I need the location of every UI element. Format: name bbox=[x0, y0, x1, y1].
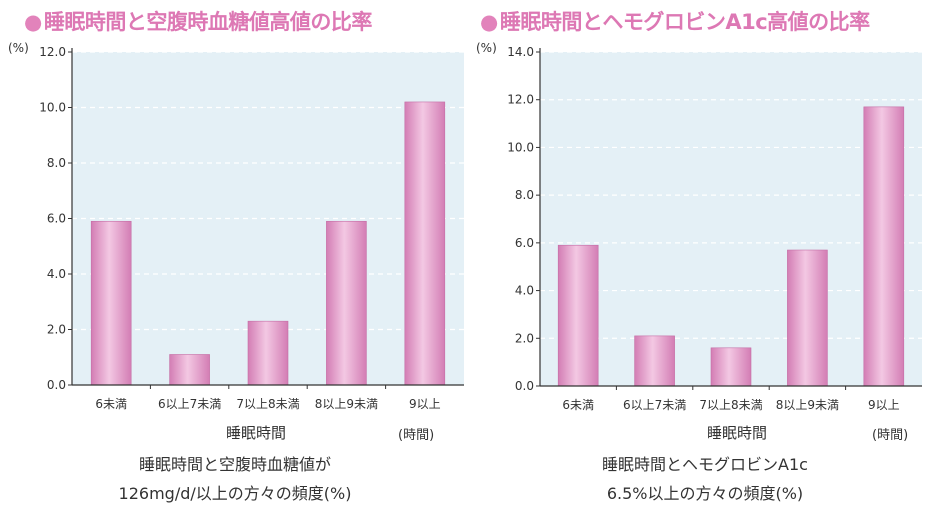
chart-title-text: 睡眠時間とヘモグロビンA1c高値の比率 bbox=[499, 10, 870, 34]
bullet-icon: ● bbox=[24, 10, 42, 34]
y-tick-label: 8.0 bbox=[515, 188, 534, 202]
y-tick-label: 8.0 bbox=[47, 156, 66, 170]
y-axis-unit: (%) bbox=[8, 41, 29, 55]
bar bbox=[634, 335, 675, 387]
y-tick-label: 4.0 bbox=[47, 267, 66, 281]
chart-title: ●睡眠時間とヘモグロビンA1c高値の比率 bbox=[480, 6, 870, 36]
y-axis-unit: (%) bbox=[476, 41, 497, 55]
x-axis-unit: (時間) bbox=[398, 428, 435, 443]
y-tick-label: 2.0 bbox=[515, 331, 534, 345]
x-axis-unit: (時間) bbox=[872, 428, 909, 443]
chart-panel-sleep-glucose: ●睡眠時間と空腹時血糖値高値の比率 (%) 0.0 2.0 4.0 6.0 8.0 10.… bbox=[0, 6, 470, 508]
y-tick-label: 10.0 bbox=[39, 101, 66, 115]
y-tick-label: 0.0 bbox=[515, 379, 534, 393]
caption-line-2: 126mg/d/以上の方々の頻度(%) bbox=[118, 484, 352, 503]
caption-line-2: 6.5%以上の方々の頻度(%) bbox=[606, 484, 804, 503]
y-tick-label: 6.0 bbox=[47, 212, 66, 226]
bar bbox=[247, 320, 289, 386]
x-axis-title: 睡眠時間 bbox=[707, 424, 768, 442]
x-tick-label: 6未満 bbox=[562, 398, 594, 412]
bar-chart-sleep-hba1c: 0.0 2.0 4.0 6.0 8.0 10.0 12.0 14.0 6未満 6以上7未満 7以上8… bbox=[507, 45, 922, 412]
chart-title-text: 睡眠時間と空腹時血糖値高値の比率 bbox=[43, 10, 373, 34]
bar bbox=[557, 244, 599, 387]
bar bbox=[169, 354, 210, 386]
y-tick-label: 4.0 bbox=[515, 284, 534, 298]
y-tick-label: 12.0 bbox=[39, 45, 66, 59]
caption-line-1: 睡眠時間とヘモグロビンA1c bbox=[602, 455, 808, 474]
chart-title: ●睡眠時間と空腹時血糖値高値の比率 bbox=[24, 6, 372, 36]
bar bbox=[326, 220, 367, 386]
bar bbox=[787, 249, 828, 387]
y-tick-label: 6.0 bbox=[515, 236, 534, 250]
y-tick-label: 10.0 bbox=[507, 140, 534, 154]
x-tick-label: 6以上7未満 bbox=[158, 397, 221, 411]
x-tick-label: 6以上7未満 bbox=[623, 398, 686, 412]
bar bbox=[863, 106, 905, 387]
x-tick-label: 6未満 bbox=[95, 397, 127, 411]
bullet-icon: ● bbox=[480, 10, 498, 34]
caption-line-1: 睡眠時間と空腹時血糖値が bbox=[138, 455, 331, 474]
chart-panel-sleep-hba1c: ●睡眠時間とヘモグロビンA1c高値の比率 (%) 0.0 2.0 4.0 6.0 8.0… bbox=[470, 0, 940, 509]
x-axis-title: 睡眠時間 bbox=[226, 424, 287, 442]
x-tick-label: 9以上 bbox=[868, 398, 900, 412]
bar bbox=[710, 347, 752, 387]
y-tick-label: 14.0 bbox=[507, 45, 534, 59]
bar bbox=[404, 101, 446, 386]
chart-caption: 睡眠時間と空腹時血糖値が 126mg/d/以上の方々の頻度(%) bbox=[0, 450, 470, 508]
y-tick-label: 2.0 bbox=[47, 323, 66, 337]
x-tick-label: 9以上 bbox=[409, 397, 441, 411]
x-tick-label: 7以上8未満 bbox=[699, 398, 762, 412]
x-tick-label: 8以上9未満 bbox=[776, 398, 839, 412]
bar-chart-sleep-glucose: 0.0 2.0 4.0 6.0 8.0 10.0 12.0 6未満 6以上7未満 7以上8未満 8以… bbox=[39, 45, 464, 411]
chart-caption: 睡眠時間とヘモグロビンA1c 6.5%以上の方々の頻度(%) bbox=[470, 450, 940, 508]
x-tick-label: 8以上9未満 bbox=[315, 397, 378, 411]
x-tick-label: 7以上8未満 bbox=[236, 397, 299, 411]
plot-background bbox=[540, 52, 922, 386]
y-tick-label: 12.0 bbox=[507, 93, 534, 107]
y-tick-label: 0.0 bbox=[47, 378, 66, 392]
bar bbox=[90, 220, 132, 386]
